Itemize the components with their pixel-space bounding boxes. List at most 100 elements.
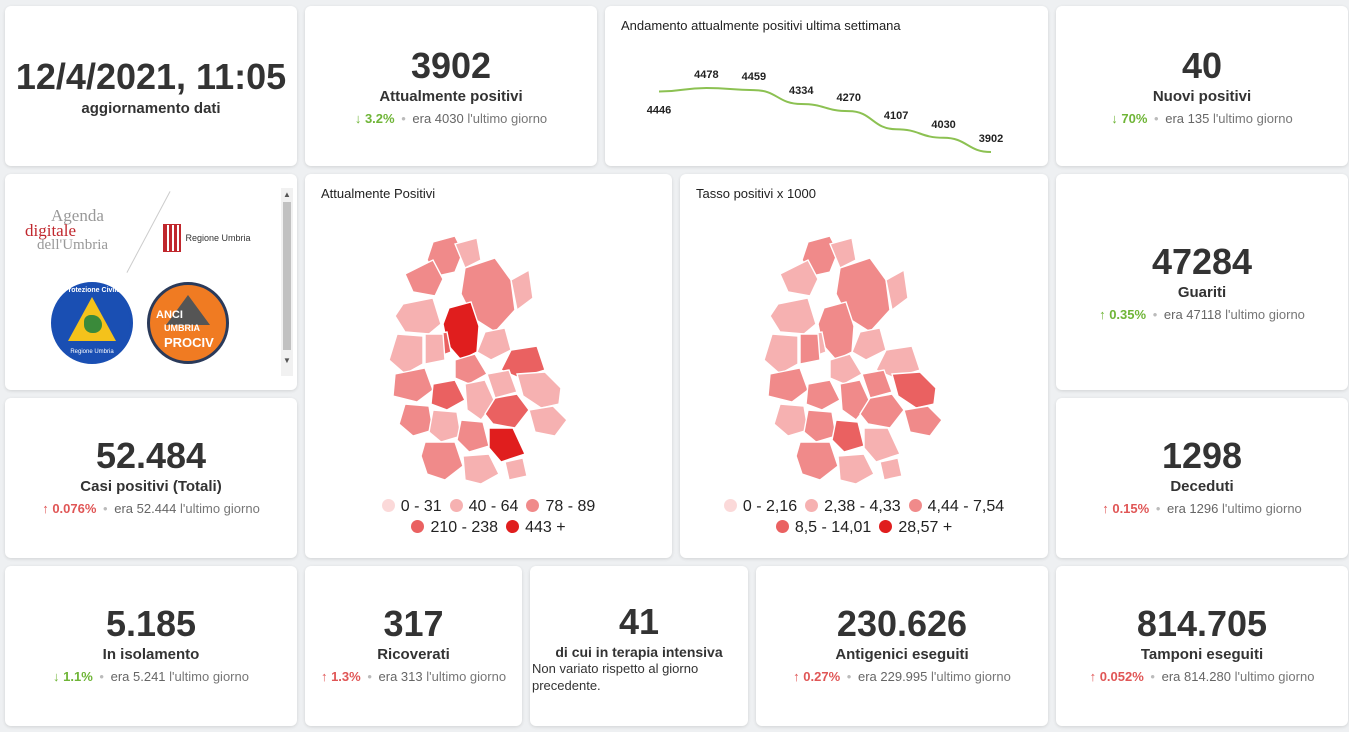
- tamponi-value: 814.705: [1136, 603, 1268, 644]
- municipality-area[interactable]: [488, 427, 526, 463]
- municipality-area[interactable]: [763, 333, 799, 375]
- map-positivi-card: Attualmente Positivi 0 - 31 40 - 64 78 - 8…: [305, 174, 672, 558]
- regione-umbria-emblem-icon: [163, 224, 181, 252]
- separator-dot: •: [1155, 501, 1161, 516]
- legend-label: 8,5 - 14,01: [794, 519, 872, 536]
- municipality-area[interactable]: [885, 268, 909, 312]
- tamponi-label: Tamponi eseguiti: [1140, 646, 1264, 663]
- deceduti-card: 1298 Deceduti ↑ 0.15% • era 1296 l'ultim…: [1056, 398, 1348, 558]
- isolamento-value: 5.185: [105, 603, 197, 644]
- map-tasso-legend-item: 8,5 - 14,01: [775, 517, 872, 538]
- trend-data-label: 3902: [979, 133, 1003, 145]
- nuovi-positivi-card: 40 Nuovi positivi ↓ 70% • era 135 l'ulti…: [1056, 6, 1348, 166]
- municipality-area[interactable]: [851, 327, 887, 361]
- municipality-area[interactable]: [462, 453, 500, 485]
- deceduti-label: Deceduti: [1170, 478, 1234, 495]
- municipality-area[interactable]: [767, 367, 809, 403]
- municipality-area[interactable]: [831, 419, 865, 453]
- municipality-area[interactable]: [891, 371, 937, 409]
- guariti-card: 47284 Guariti ↑ 0.35% • era 47118 l'ulti…: [1056, 174, 1348, 390]
- trend-title: Andamento attualmente positivi ultima se…: [621, 18, 901, 33]
- scroll-down-icon[interactable]: ▼: [283, 356, 291, 365]
- trend-data-label: 4446: [647, 105, 671, 117]
- scroll-up-icon[interactable]: ▲: [283, 190, 291, 199]
- regione-umbria-text: Regione Umbria: [185, 233, 251, 243]
- legend-swatch: [381, 499, 395, 512]
- municipality-area[interactable]: [454, 353, 488, 385]
- guariti-suffix: l'ultimo giorno: [1225, 307, 1305, 322]
- municipality-area[interactable]: [837, 453, 875, 485]
- municipality-area[interactable]: [863, 427, 901, 463]
- protezione-civile-map-icon: [84, 315, 102, 333]
- legend-label: 28,57 +: [898, 519, 953, 536]
- legend-label: 0 - 2,16: [742, 498, 798, 515]
- trend-line: [658, 86, 992, 153]
- map-positivi-legend-item: 0 - 31: [381, 496, 442, 517]
- arrow-up-icon: ↑: [1089, 669, 1097, 684]
- anci-prociv-logo: ANCI UMBRIA PROCIV: [147, 282, 229, 364]
- logos-card: Agenda digitale dell'Umbria Regione Umbr…: [5, 174, 297, 390]
- municipality-area[interactable]: [861, 369, 893, 399]
- municipality-area[interactable]: [510, 268, 534, 312]
- municipality-area[interactable]: [388, 333, 424, 375]
- guariti-prev: era 47118: [1163, 307, 1222, 322]
- isolamento-delta: ↓ 1.1% • era 5.241 l'ultimo giorno: [5, 669, 297, 684]
- municipality-area[interactable]: [879, 457, 903, 481]
- municipality-area[interactable]: [484, 393, 530, 429]
- map-tasso-legend-item: 4,44 - 7,54: [908, 496, 1004, 517]
- municipality-area[interactable]: [424, 333, 446, 365]
- legend-label: 0 - 31: [400, 498, 442, 515]
- map-tasso-legend-item: 28,57 +: [879, 517, 952, 538]
- update-label: aggiornamento dati: [81, 100, 221, 117]
- antigenici-pct: 0.27%: [803, 669, 841, 684]
- arrow-up-icon: ↑: [1102, 501, 1109, 516]
- municipality-area[interactable]: [803, 409, 837, 443]
- separator-dot: •: [1150, 669, 1155, 684]
- municipality-area[interactable]: [799, 333, 821, 365]
- municipality-area[interactable]: [805, 379, 841, 411]
- positivi-attuali-pct: 3.2%: [364, 111, 395, 126]
- municipality-area[interactable]: [420, 441, 464, 481]
- municipality-area[interactable]: [829, 237, 857, 269]
- municipality-area[interactable]: [516, 371, 562, 409]
- municipality-area[interactable]: [454, 237, 482, 269]
- logos-scrollbar[interactable]: ▲ ▼: [281, 188, 293, 376]
- ricoverati-label: Ricoverati: [377, 646, 450, 663]
- municipality-area[interactable]: [769, 297, 817, 335]
- municipality-area[interactable]: [394, 297, 442, 335]
- ricoverati-prev: era 313: [378, 669, 423, 684]
- municipality-area[interactable]: [779, 259, 819, 297]
- municipality-area[interactable]: [428, 409, 462, 443]
- legend-swatch: [411, 520, 425, 533]
- scrollbar-thumb[interactable]: [283, 202, 291, 350]
- map-tasso-card: Tasso positivi x 1000 0 - 2,16 2,38 - 4,3…: [680, 174, 1048, 558]
- municipality-area[interactable]: [773, 403, 809, 437]
- separator-dot: •: [1152, 307, 1158, 322]
- municipality-area[interactable]: [829, 353, 863, 385]
- legend-swatch: [775, 520, 789, 533]
- guariti-delta: ↑ 0.35% • era 47118 l'ultimo giorno: [1056, 307, 1348, 322]
- municipality-area[interactable]: [430, 379, 466, 411]
- antigenici-suffix: l'ultimo giorno: [931, 669, 1011, 684]
- municipality-area[interactable]: [903, 405, 943, 437]
- municipality-area[interactable]: [398, 403, 434, 437]
- municipality-area[interactable]: [404, 259, 444, 297]
- ricoverati-delta: ↑ 1.3% • era 313 l'ultimo giorno: [305, 669, 522, 684]
- nuovi-positivi-value: 40: [1181, 45, 1223, 86]
- trend-data-label: 4334: [789, 85, 814, 97]
- update-datetime: 12/4/2021, 11:05: [15, 56, 287, 97]
- municipality-area[interactable]: [456, 419, 490, 453]
- municipality-area[interactable]: [392, 367, 434, 403]
- municipality-area[interactable]: [486, 369, 518, 399]
- municipality-area[interactable]: [504, 457, 528, 481]
- municipality-area[interactable]: [528, 405, 568, 437]
- deceduti-suffix: l'ultimo giorno: [1221, 501, 1302, 516]
- municipality-area[interactable]: [859, 393, 905, 429]
- municipality-area[interactable]: [476, 327, 512, 361]
- municipality-area[interactable]: [795, 441, 839, 481]
- map-positivi-title: Attualmente Positivi: [321, 186, 436, 201]
- casi-totali-value: 52.484: [95, 435, 207, 476]
- agenda-logo-line3: dell'Umbria: [37, 237, 109, 253]
- arrow-up-icon: ↑: [1099, 307, 1106, 322]
- deceduti-prev: era 1296: [1167, 501, 1219, 516]
